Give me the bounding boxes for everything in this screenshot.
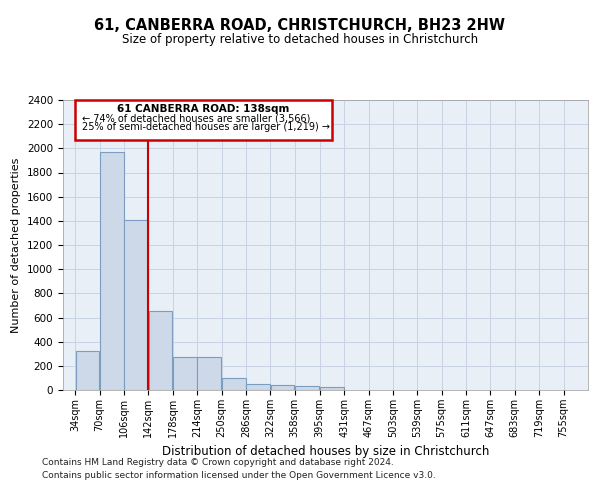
Text: 61 CANBERRA ROAD: 138sqm: 61 CANBERRA ROAD: 138sqm (118, 104, 290, 114)
Y-axis label: Number of detached properties: Number of detached properties (11, 158, 22, 332)
Bar (320, 387, 344, 390)
Text: 61, CANBERRA ROAD, CHRISTCHURCH, BH23 2HW: 61, CANBERRA ROAD, CHRISTCHURCH, BH23 2H… (95, 18, 505, 32)
Bar (271, 384, 295, 390)
Text: 25% of semi-detached houses are larger (1,219) →: 25% of semi-detached houses are larger (… (82, 122, 330, 132)
Bar (100, 152, 124, 390)
Bar (149, 312, 172, 390)
Bar (295, 386, 319, 390)
X-axis label: Distribution of detached houses by size in Christchurch: Distribution of detached houses by size … (162, 446, 489, 458)
Bar (173, 357, 197, 390)
Text: ← 74% of detached houses are smaller (3,566): ← 74% of detached houses are smaller (3,… (82, 114, 310, 124)
Text: Contains public sector information licensed under the Open Government Licence v3: Contains public sector information licen… (42, 472, 436, 480)
Text: Contains HM Land Registry data © Crown copyright and database right 2024.: Contains HM Land Registry data © Crown c… (42, 458, 394, 467)
Text: Size of property relative to detached houses in Christchurch: Size of property relative to detached ho… (122, 32, 478, 46)
Bar (197, 357, 221, 390)
Bar (246, 384, 270, 390)
Bar (124, 220, 148, 390)
Bar (76, 352, 99, 390)
Bar (222, 378, 245, 390)
Bar (75, 100, 332, 140)
